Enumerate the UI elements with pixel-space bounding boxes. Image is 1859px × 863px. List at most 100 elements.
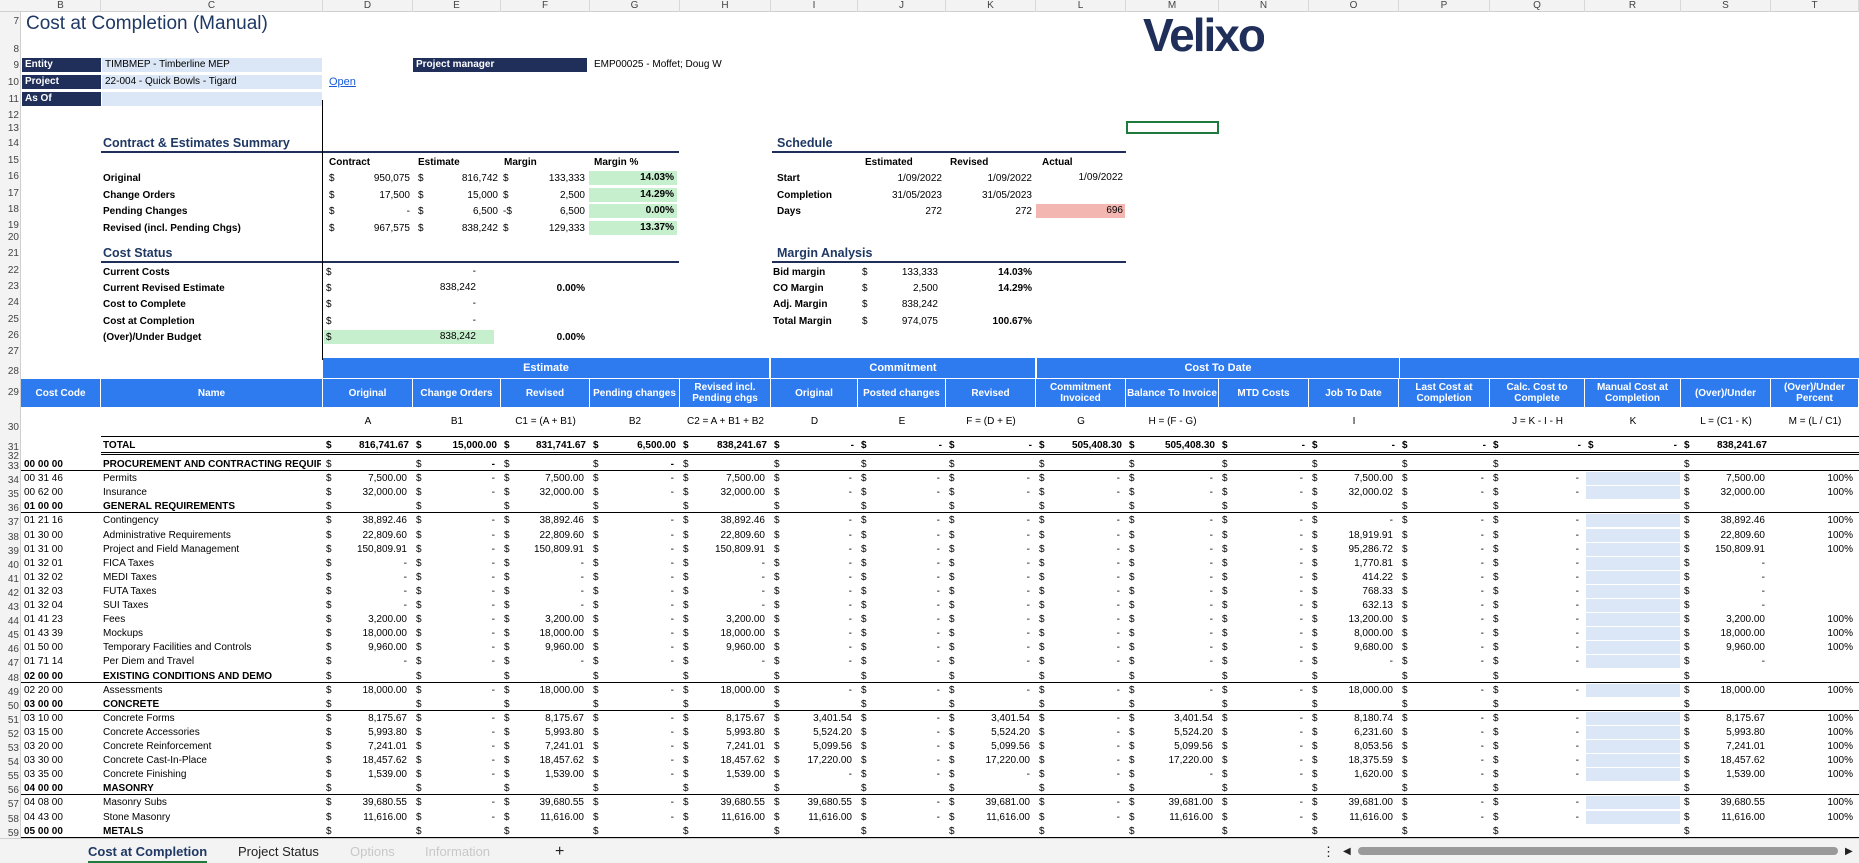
row-header-41[interactable]: 41	[7, 573, 19, 585]
column-header-E[interactable]: E	[413, 0, 501, 12]
row-header-22[interactable]: 22	[7, 265, 19, 276]
scroll-left-icon[interactable]: ◀	[1343, 846, 1351, 857]
entity-value[interactable]: TIMBMEP - Timberline MEP	[102, 58, 322, 72]
row-header-36[interactable]: 36	[7, 503, 19, 515]
row-header-34[interactable]: 34	[7, 475, 19, 487]
manual-cost-cell[interactable]	[1586, 683, 1680, 697]
row-header-37[interactable]: 37	[7, 517, 19, 529]
row-header-58[interactable]: 58	[7, 813, 19, 825]
manual-cost-cell[interactable]	[1586, 711, 1680, 725]
scroll-right-icon[interactable]: ▶	[1845, 846, 1853, 857]
row-header-23[interactable]: 23	[7, 281, 19, 292]
manual-cost-cell[interactable]	[1586, 613, 1680, 627]
column-header-S[interactable]: S	[1681, 0, 1771, 12]
column-header-N[interactable]: N	[1219, 0, 1309, 12]
add-sheet-button[interactable]: +	[555, 843, 565, 860]
row-header-13[interactable]: 13	[7, 123, 19, 134]
manual-cost-cell[interactable]	[1586, 570, 1680, 584]
row-header-30[interactable]: 30	[7, 422, 19, 433]
row-header-50[interactable]: 50	[7, 700, 19, 712]
manual-cost-cell[interactable]	[1586, 472, 1680, 486]
row-header-47[interactable]: 47	[7, 658, 19, 670]
row-header-35[interactable]: 35	[7, 489, 19, 501]
manual-cost-cell[interactable]	[1586, 740, 1680, 753]
selected-cell[interactable]	[1126, 121, 1219, 134]
column-header-Q[interactable]: Q	[1490, 0, 1585, 12]
row-header-24[interactable]: 24	[7, 297, 19, 308]
row-header-42[interactable]: 42	[7, 587, 19, 599]
manual-cost-cell[interactable]	[1586, 627, 1680, 641]
row-header-45[interactable]: 45	[7, 630, 19, 642]
row-header-32[interactable]: 32	[7, 451, 19, 462]
row-header-20[interactable]: 20	[7, 232, 19, 243]
tab-information[interactable]: Information	[425, 844, 491, 859]
row-header-11[interactable]: 11	[8, 94, 19, 105]
row-header-48[interactable]: 48	[7, 672, 19, 684]
column-header-K[interactable]: K	[946, 0, 1036, 12]
row-header-39[interactable]: 39	[7, 545, 19, 557]
column-header-C[interactable]: C	[101, 0, 323, 12]
row-header-25[interactable]: 25	[7, 314, 19, 325]
open-link[interactable]: Open	[329, 76, 356, 88]
row-header-40[interactable]: 40	[7, 559, 19, 571]
tab-cost-at-completion[interactable]: Cost at Completion	[88, 841, 208, 863]
row-header-59[interactable]: 59	[7, 827, 19, 839]
tab-options-menu-icon[interactable]: ⋮	[1322, 844, 1335, 859]
row-header-31[interactable]: 31	[7, 442, 19, 453]
manual-cost-cell[interactable]	[1586, 655, 1680, 669]
manual-cost-cell[interactable]	[1586, 768, 1680, 782]
row-header-14[interactable]: 14	[7, 138, 19, 149]
row-header-46[interactable]: 46	[7, 644, 19, 656]
row-header-16[interactable]: 16	[7, 171, 19, 182]
row-header-55[interactable]: 55	[7, 771, 19, 783]
row-header-54[interactable]: 54	[7, 757, 19, 769]
manual-cost-cell[interactable]	[1586, 514, 1680, 528]
manual-cost-cell[interactable]	[1586, 528, 1680, 542]
column-header-G[interactable]: G	[590, 0, 680, 12]
column-header-L[interactable]: L	[1036, 0, 1126, 12]
column-header-B[interactable]: B	[21, 0, 101, 12]
column-header-M[interactable]: M	[1126, 0, 1219, 12]
manual-cost-cell[interactable]	[1586, 556, 1680, 570]
column-header-T[interactable]: T	[1771, 0, 1859, 12]
row-header-8[interactable]: 8	[13, 44, 19, 55]
row-header-53[interactable]: 53	[7, 743, 19, 754]
row-header-38[interactable]: 38	[7, 531, 19, 543]
column-header-H[interactable]: H	[680, 0, 771, 12]
manual-cost-cell[interactable]	[1586, 584, 1680, 598]
column-header-R[interactable]: R	[1585, 0, 1681, 12]
row-header-56[interactable]: 56	[7, 785, 19, 797]
row-header-44[interactable]: 44	[7, 616, 19, 628]
row-header-18[interactable]: 18	[7, 204, 19, 215]
column-header-J[interactable]: J	[858, 0, 946, 12]
manual-cost-cell[interactable]	[1586, 542, 1680, 556]
row-header-17[interactable]: 17	[7, 188, 19, 199]
manual-cost-cell[interactable]	[1586, 641, 1680, 655]
manual-cost-cell[interactable]	[1586, 486, 1680, 500]
row-header-19[interactable]: 19	[7, 220, 19, 231]
manual-cost-cell[interactable]	[1586, 810, 1680, 824]
row-header-15[interactable]: 15	[7, 155, 19, 166]
row-header-26[interactable]: 26	[7, 330, 19, 341]
row-header-21[interactable]: 21	[7, 248, 19, 259]
row-header-51[interactable]: 51	[7, 714, 19, 726]
row-header-27[interactable]: 27	[7, 346, 19, 357]
row-header-10[interactable]: 10	[7, 77, 19, 88]
column-header-D[interactable]: D	[323, 0, 413, 12]
manual-cost-cell[interactable]	[1586, 754, 1680, 768]
row-header-57[interactable]: 57	[7, 799, 19, 811]
column-header-P[interactable]: P	[1399, 0, 1490, 12]
row-header-29[interactable]: 29	[7, 387, 19, 398]
row-header-9[interactable]: 9	[13, 60, 19, 71]
row-header-7[interactable]: 7	[13, 16, 19, 27]
row-header-52[interactable]: 52	[7, 728, 19, 740]
row-header-43[interactable]: 43	[7, 602, 19, 613]
tab-project-status[interactable]: Project Status	[238, 844, 319, 859]
horizontal-scrollbar[interactable]	[1358, 847, 1838, 855]
manual-cost-cell[interactable]	[1586, 599, 1680, 612]
row-header-12[interactable]: 12	[7, 110, 19, 121]
manual-cost-cell[interactable]	[1586, 796, 1680, 810]
tab-options[interactable]: Options	[350, 844, 395, 859]
row-header-28[interactable]: 28	[7, 366, 19, 377]
asof-value[interactable]	[102, 92, 322, 106]
